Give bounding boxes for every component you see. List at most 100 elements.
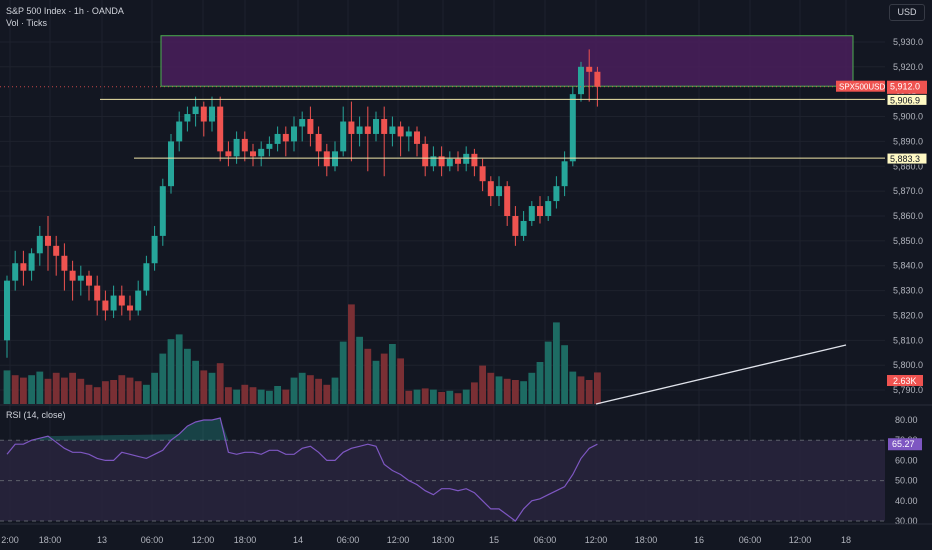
volume-bar (372, 360, 380, 404)
volume-bar (216, 363, 224, 404)
resistance-zone-box (160, 35, 854, 87)
rsi-tick-label: 50.00 (895, 476, 918, 486)
volume-bar (585, 380, 593, 404)
candle-body (184, 114, 191, 122)
price-tick-label: 5,840.0 (893, 261, 923, 271)
price-tick-label: 5,920.0 (893, 62, 923, 72)
candlesticks[interactable] (4, 49, 601, 358)
volume-bar (151, 372, 158, 404)
volume-bar (594, 372, 601, 404)
volume-bar (200, 370, 208, 404)
volume-bar (520, 381, 527, 404)
volume-bar (331, 377, 339, 404)
volume-bar (36, 371, 44, 404)
candle-body (176, 121, 183, 142)
candle-body (282, 133, 289, 142)
volume-bar (421, 388, 429, 404)
volume-bar (528, 372, 536, 404)
trend-line[interactable] (595, 344, 847, 405)
rsi-value-tag: 65.27 (892, 439, 915, 449)
candle-body (323, 151, 330, 167)
candle-body (291, 126, 297, 142)
price-tick-label: 5,880.0 (893, 161, 923, 171)
time-tick-label: 18:00 (635, 535, 658, 545)
candle-body (528, 206, 535, 221)
candle-body (414, 131, 420, 144)
volume-bar (471, 382, 478, 404)
candle-body (135, 290, 142, 311)
volume-bar (175, 334, 183, 404)
volume-bar (61, 377, 68, 404)
volume-bar (561, 345, 568, 404)
horizontal-levels[interactable] (0, 86, 885, 159)
candle-body (94, 285, 101, 301)
candle-body (53, 245, 60, 256)
candle-body (45, 235, 51, 246)
candle-body (586, 66, 593, 72)
volume-bar (44, 378, 52, 404)
candle-body (364, 126, 371, 134)
volume-bar (85, 384, 93, 404)
candle-body (520, 220, 527, 236)
volume-bar (282, 389, 290, 404)
level-tag-lower: 5,883.3 (890, 154, 920, 164)
volume-bar (110, 380, 117, 404)
volume-bar (512, 380, 519, 404)
price-tick-label: 5,790.0 (893, 385, 923, 395)
candle-body (118, 295, 125, 306)
volume-bar (364, 348, 372, 404)
level-tag-upper-bg (886, 93, 928, 106)
volume-bar (241, 384, 249, 404)
time-axis[interactable]: 2:00 18:00 13 06:00 12:00 18:00 14 06:00 12:00 18… (0, 523, 932, 550)
candle-body (381, 119, 388, 134)
volume-bar (479, 365, 486, 404)
volume-bar (11, 375, 19, 404)
symbol-tag: SPX500USD (839, 83, 885, 92)
volume-bar (266, 390, 273, 404)
volume-bar (487, 372, 495, 404)
volume-bar (323, 384, 331, 404)
time-tick-label: 06:00 (141, 535, 164, 545)
time-tick-label: 12:00 (585, 535, 608, 545)
candle-body (504, 186, 511, 216)
time-tick-label: 12:00 (192, 535, 215, 545)
candle-body (479, 166, 486, 182)
volume-bar (413, 389, 421, 404)
volume-bar (339, 341, 347, 404)
price-tick-label: 5,800.0 (893, 360, 923, 370)
volume-bar (167, 339, 175, 404)
volume-bar (438, 392, 445, 404)
time-tick-label: 06:00 (739, 535, 762, 545)
volume-bar (405, 390, 413, 404)
candle-body (143, 263, 150, 291)
rsi-tick-label: 40.00 (895, 496, 918, 506)
candle-body (487, 181, 494, 197)
volume-bar (495, 376, 503, 404)
volume-bars (3, 304, 601, 404)
level-tag-upper: 5,906.9 (890, 95, 920, 105)
candle-body (233, 138, 240, 157)
volume-bar (536, 362, 544, 404)
price-tick-label: 5,860.0 (893, 211, 923, 221)
volume-bar (28, 375, 35, 404)
candle-body (512, 216, 519, 236)
time-tick-label: 18:00 (39, 535, 62, 545)
volume-bar (397, 358, 404, 404)
volume-bar (3, 370, 11, 404)
price-axis[interactable]: 5,930.0 5,920.0 5,900.0 5,890.0 5,880.0 5,870… (836, 37, 928, 395)
candle-body (315, 133, 322, 152)
candle-body (28, 253, 35, 271)
volume-bar (430, 389, 437, 404)
price-tick-label: 5,850.0 (893, 236, 923, 246)
level-tag-lower-bg (886, 152, 928, 165)
candle-body (471, 153, 478, 167)
candle-body (36, 235, 43, 254)
candle-body (307, 119, 314, 134)
resistance-zone[interactable] (160, 35, 854, 87)
time-tick-label: 12:00 (387, 535, 410, 545)
candle-body (569, 94, 576, 162)
rsi-tick-label: 30.00 (895, 516, 918, 526)
currency-button[interactable]: USD (889, 4, 925, 21)
volume-bar (77, 378, 85, 404)
